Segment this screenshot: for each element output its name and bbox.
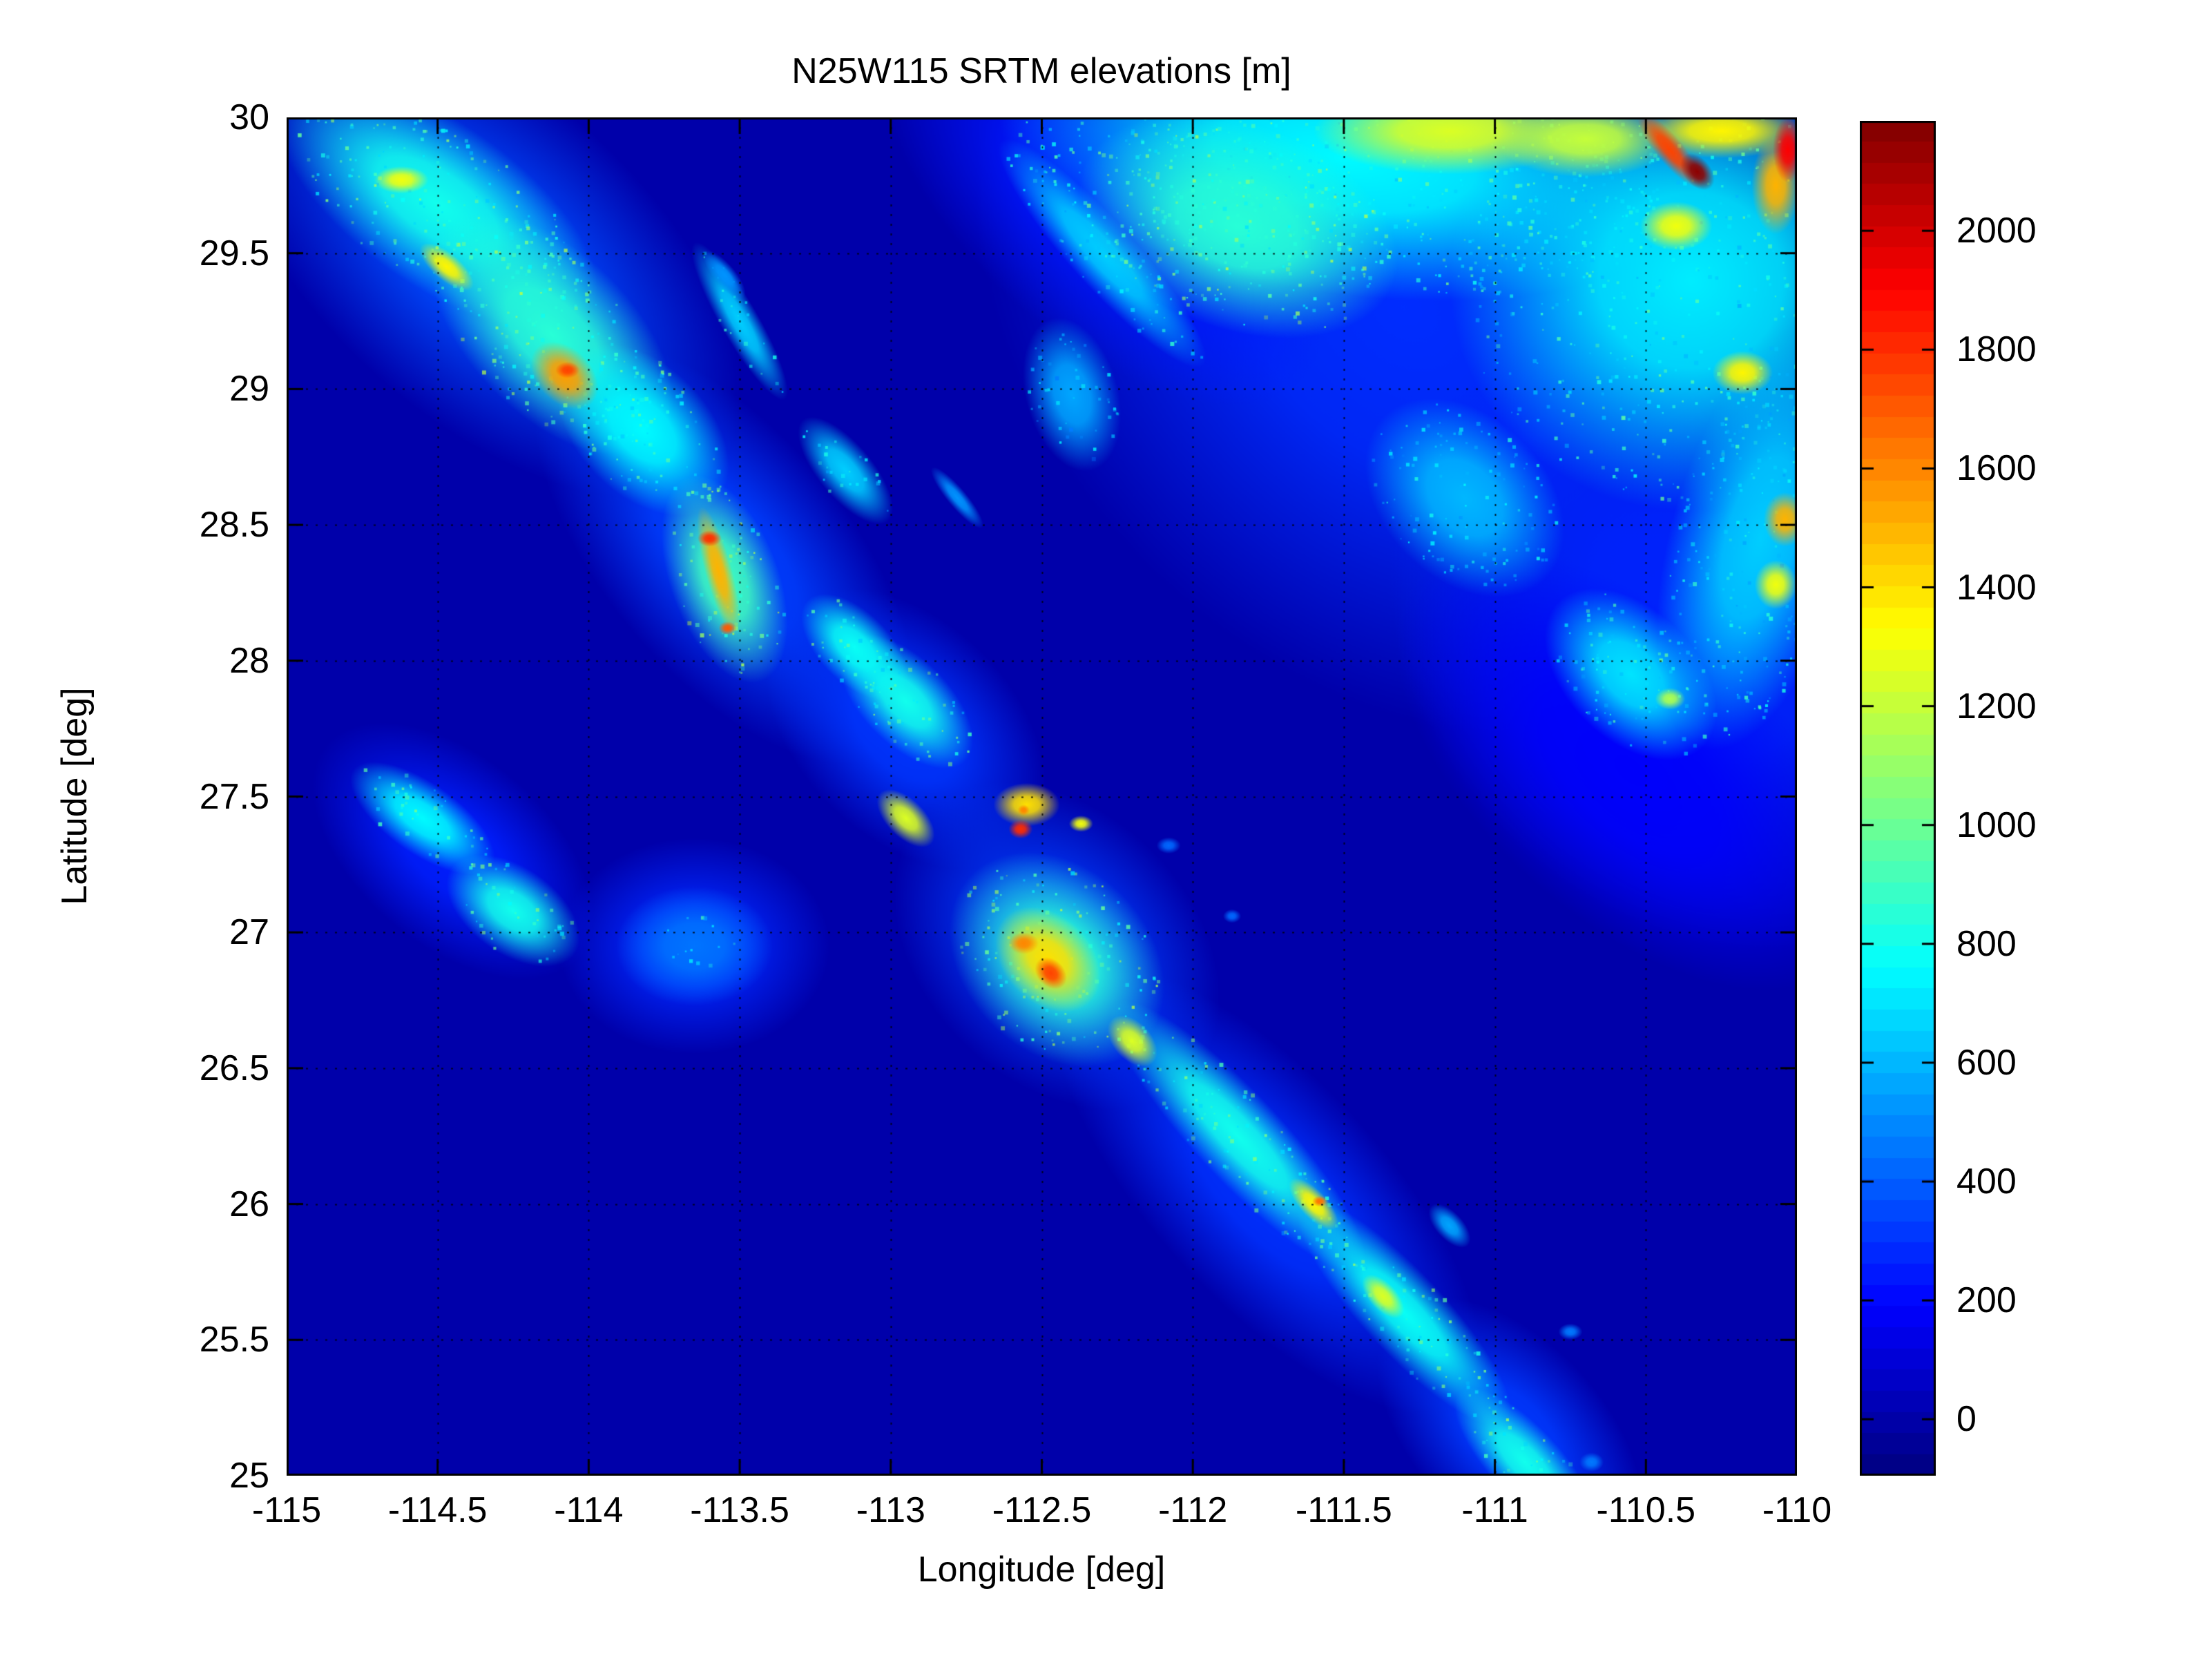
x-tick-label: -114	[554, 1490, 624, 1530]
x-tick-label: -110	[1762, 1490, 1832, 1530]
y-tick-label: 27	[229, 912, 269, 953]
x-tick-label: -113.5	[690, 1490, 789, 1530]
y-tick-label: 25.5	[199, 1320, 269, 1360]
colorbar-tick-label: 0	[1956, 1399, 1977, 1440]
x-axis-label: Longitude [deg]	[917, 1550, 1166, 1590]
x-tick-label: -110.5	[1596, 1490, 1696, 1530]
y-axis-label: Latitude [deg]	[55, 687, 95, 905]
colorbar-canvas	[1860, 121, 1936, 1476]
x-tick-label: -112.5	[992, 1490, 1092, 1530]
colorbar-tick-label: 1600	[1956, 448, 2037, 489]
x-tick-label: -112	[1158, 1490, 1228, 1530]
colorbar-tick-label: 2000	[1956, 211, 2037, 251]
colorbar-tick-label: 400	[1956, 1161, 2017, 1202]
x-tick-label: -111	[1461, 1490, 1528, 1530]
colorbar-tick-label: 1200	[1956, 686, 2037, 726]
y-tick-label: 25	[229, 1456, 269, 1496]
y-tick-label: 28	[229, 640, 269, 681]
y-tick-label: 26	[229, 1184, 269, 1224]
y-tick-label: 29	[229, 369, 269, 409]
y-tick-label: 26.5	[199, 1048, 269, 1088]
y-tick-label: 30	[229, 97, 269, 137]
colorbar-tick-label: 1400	[1956, 567, 2037, 608]
page-title: N25W115 SRTM elevations [m]	[791, 51, 1291, 91]
y-tick-label: 27.5	[199, 776, 269, 817]
colorbar-tick-label: 200	[1956, 1280, 2017, 1321]
colorbar-tick-label: 600	[1956, 1042, 2017, 1083]
colorbar-tick-label: 1800	[1956, 329, 2037, 370]
y-tick-label: 29.5	[199, 233, 269, 273]
x-tick-label: -113	[856, 1490, 925, 1530]
x-tick-label: -115	[251, 1490, 322, 1530]
x-tick-label: -114.5	[387, 1490, 488, 1530]
elevation-heatmap-canvas	[287, 117, 1797, 1476]
colorbar-tick-label: 800	[1956, 923, 2017, 964]
colorbar-tick-label: 1000	[1956, 804, 2037, 845]
y-tick-label: 28.5	[199, 505, 269, 546]
x-tick-label: -111.5	[1296, 1490, 1392, 1530]
